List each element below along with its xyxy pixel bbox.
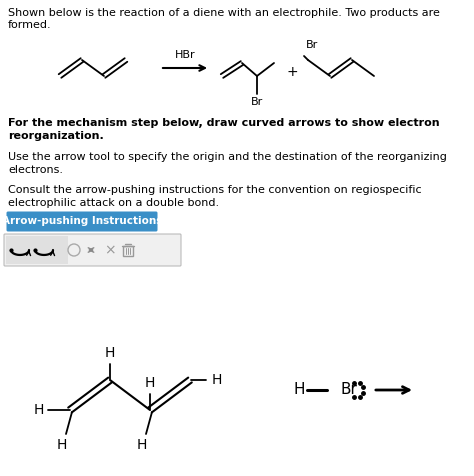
Text: ×: × (104, 243, 116, 257)
FancyBboxPatch shape (4, 234, 181, 266)
Text: H: H (137, 438, 147, 452)
Text: H: H (105, 346, 115, 360)
Text: +: + (286, 65, 298, 79)
Text: Br: Br (341, 383, 358, 397)
Text: Consult the arrow-pushing instructions for the convention on regiospecific: Consult the arrow-pushing instructions f… (8, 185, 422, 195)
Text: H: H (212, 373, 222, 387)
FancyBboxPatch shape (7, 211, 157, 231)
Text: HBr: HBr (175, 50, 195, 60)
Text: For the mechanism step below, draw curved arrows to show electron: For the mechanism step below, draw curve… (8, 118, 439, 128)
Bar (6, 236, 68, 264)
Text: H: H (145, 376, 155, 390)
Text: electrons.: electrons. (8, 165, 63, 175)
Text: electrophilic attack on a double bond.: electrophilic attack on a double bond. (8, 198, 219, 208)
Text: H: H (34, 403, 44, 417)
Text: H: H (57, 438, 67, 452)
Text: Shown below is the reaction of a diene with an electrophile. Two products are: Shown below is the reaction of a diene w… (8, 8, 440, 18)
Text: Use the arrow tool to specify the origin and the destination of the reorganizing: Use the arrow tool to specify the origin… (8, 152, 447, 162)
Text: reorganization.: reorganization. (8, 131, 104, 141)
Text: H: H (293, 383, 305, 397)
Text: formed.: formed. (8, 20, 52, 30)
Text: Br: Br (306, 40, 318, 50)
Bar (123, 246, 133, 256)
Text: Br: Br (251, 97, 263, 107)
Text: Arrow-pushing Instructions: Arrow-pushing Instructions (2, 217, 162, 227)
